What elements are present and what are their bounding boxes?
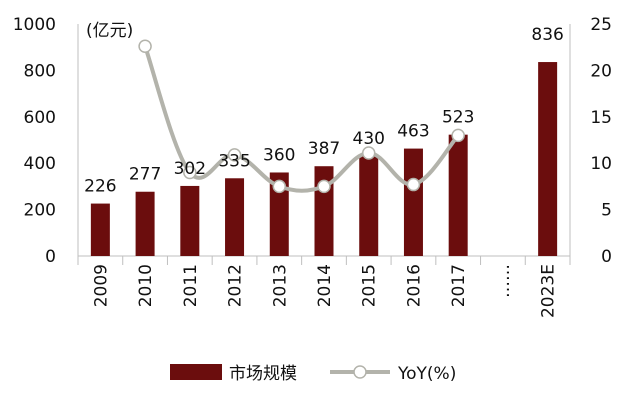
yoy-marker xyxy=(451,128,465,143)
right-tick-label: 5 xyxy=(601,201,612,221)
x-tick-label: 2011 xyxy=(181,264,201,307)
bars xyxy=(90,62,558,256)
bar-value-label: 277 xyxy=(129,165,161,185)
right-tick-label: 25 xyxy=(590,15,612,35)
bar xyxy=(225,178,245,256)
yoy-marker xyxy=(361,146,376,160)
right-tick-label: 10 xyxy=(590,154,612,174)
bar-value-label: 302 xyxy=(174,159,206,179)
bar xyxy=(448,134,468,256)
bar-value-label: 226 xyxy=(84,177,116,197)
yoy-marker xyxy=(138,39,152,54)
bar xyxy=(180,185,200,256)
bar-value-label: 335 xyxy=(218,151,250,171)
left-tick-label: 800 xyxy=(24,61,56,81)
bar-value-labels: 226 277 302 335 360 387 430 463 523 836 xyxy=(84,25,564,197)
x-tick-label: 2017 xyxy=(449,264,469,307)
x-tick-label: 2016 xyxy=(404,264,424,307)
yoy-marker xyxy=(272,179,287,194)
yoy-marker xyxy=(317,179,331,194)
bar xyxy=(403,148,423,256)
bar xyxy=(269,172,289,256)
x-tick-label: 2013 xyxy=(270,264,290,307)
x-tick-label: …… xyxy=(494,264,514,298)
x-tick-label: 2023E xyxy=(539,264,559,318)
x-tick-label: 2014 xyxy=(315,264,335,307)
bar-value-label: 387 xyxy=(308,139,340,159)
x-tick-label: 2015 xyxy=(360,264,380,307)
legend: 市场规模 YoY(%) xyxy=(170,364,456,384)
yoy-line xyxy=(138,39,465,194)
left-tick-label: 400 xyxy=(24,154,56,174)
bar-value-label: 430 xyxy=(353,129,385,149)
right-tick-label: 15 xyxy=(590,108,612,128)
yoy-marker xyxy=(227,148,242,162)
x-tick-label: 2012 xyxy=(226,264,246,307)
left-axis-ticks: 0 200 400 600 800 1000 xyxy=(13,15,56,267)
bar xyxy=(538,62,558,256)
x-tick-label: 2010 xyxy=(136,264,156,307)
bar-value-label: 523 xyxy=(442,108,474,128)
legend-label-bar: 市场规模 xyxy=(229,364,297,384)
left-tick-label: 600 xyxy=(24,108,56,128)
right-tick-label: 0 xyxy=(601,247,612,267)
left-tick-label: 0 xyxy=(45,247,56,267)
bar xyxy=(90,203,110,256)
bar-value-label: 836 xyxy=(531,25,563,45)
x-tick-label: 2009 xyxy=(91,264,111,307)
yoy-marker xyxy=(406,177,421,192)
left-tick-label: 200 xyxy=(24,201,56,221)
left-tick-label: 1000 xyxy=(13,15,56,35)
yoy-marker xyxy=(183,165,197,180)
bar-value-label: 463 xyxy=(397,122,429,142)
right-axis-ticks: 0 5 10 15 20 25 xyxy=(590,15,612,267)
legend-label-line: YoY(%) xyxy=(397,364,456,384)
right-tick-label: 20 xyxy=(590,61,612,81)
left-axis-unit-label: (亿元) xyxy=(86,21,133,41)
legend-swatch-bar xyxy=(170,364,222,380)
legend-swatch-marker xyxy=(353,365,367,379)
bar xyxy=(359,156,379,256)
x-axis-ticks: 2009 2010 2011 2012 2013 2014 2015 2016 2017 …… 20… xyxy=(77,256,571,318)
bar xyxy=(135,191,155,256)
bar-value-label: 360 xyxy=(263,145,295,165)
